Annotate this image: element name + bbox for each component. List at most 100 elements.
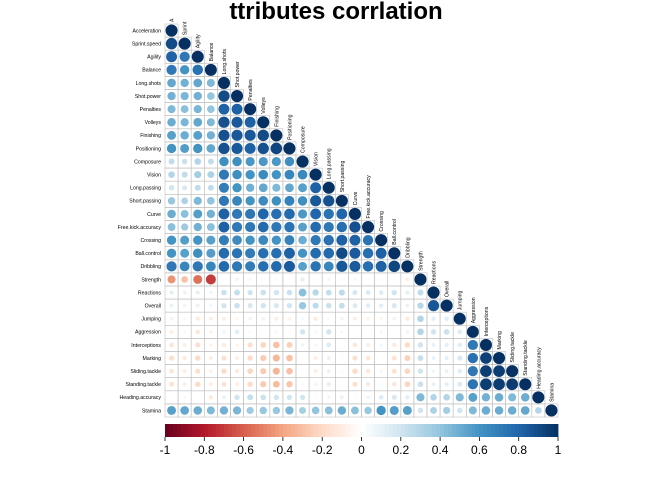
colorbar-segment bbox=[385, 424, 390, 437]
correlation-circle-Overall-Composure bbox=[298, 301, 307, 310]
correlation-circle-Dribbling-Long_shots bbox=[218, 261, 230, 272]
correlation-circle-Crossing-Acceleration bbox=[166, 235, 177, 245]
correlation-circle-Long_shots-Agility bbox=[193, 78, 203, 88]
correlation-circle-Overall-Free_kick_accuracy bbox=[365, 303, 371, 308]
correlation-circle-Stamina-Sprint_speed bbox=[180, 406, 189, 415]
correlation-circle-Reactions-Strength bbox=[417, 289, 424, 296]
correlation-circle-Overall-Shot_power bbox=[234, 302, 240, 309]
correlation-circle-Positioning-Shot_power bbox=[231, 142, 243, 155]
correlation-circle-Volleys-Long_shots bbox=[218, 116, 230, 128]
correlation-circle-Interceptions-Strength bbox=[417, 342, 424, 348]
correlation-circle-Positioning-Positioning bbox=[283, 142, 296, 155]
correlation-circle-Heading_accuracy-Long_passing bbox=[327, 395, 331, 400]
correlation-circle-Reactions-Dribbling bbox=[405, 290, 410, 295]
correlation-circle-Strength-Vision bbox=[314, 278, 317, 281]
correlation-circle-Stamina-Positioning bbox=[285, 406, 294, 415]
colorbar-segment bbox=[534, 424, 539, 437]
correlation-circle-Marking-Aggression bbox=[467, 352, 479, 364]
correlation-circle-Interceptions-Free_kick_accuracy bbox=[366, 343, 370, 347]
correlation-circle-Interceptions-Balance bbox=[209, 343, 213, 347]
colorbar-segment bbox=[444, 424, 449, 437]
correlation-circle-Balance-Agility bbox=[192, 64, 203, 76]
correlation-circle-Reactions-Ball_control bbox=[391, 289, 397, 296]
correlation-circle-Heading_accuracy-Curve bbox=[353, 396, 357, 399]
correlation-circle-Jumping-Ball_control bbox=[392, 317, 396, 321]
correlation-circle-Jumping-Shot_power bbox=[235, 317, 239, 321]
correlation-circle-Positioning-Acceleration bbox=[166, 143, 177, 154]
colorbar-segment bbox=[314, 424, 319, 437]
colorbar-tick-label: -0.8 bbox=[194, 443, 215, 457]
correlation-circle-Interceptions-Ball_control bbox=[392, 342, 397, 348]
correlation-circle-Jumping-Long_shots bbox=[222, 316, 226, 321]
correlation-circle-Interceptions-Short_passing bbox=[341, 344, 343, 346]
colorbar-segment bbox=[495, 424, 500, 437]
correlation-circle-Reactions-Penalties bbox=[247, 289, 253, 296]
correlation-circle-Aggression-Aggression bbox=[466, 325, 479, 338]
colorbar-segment bbox=[514, 424, 520, 437]
correlation-circle-Strength-Ball_control bbox=[394, 279, 395, 280]
correlation-circle-Aggression-Composure bbox=[299, 329, 306, 335]
colorbar-tick-label: 0.2 bbox=[392, 443, 409, 457]
colorbar-tick-label: -1 bbox=[160, 443, 171, 457]
colorbar-segment bbox=[353, 424, 358, 437]
correlation-circle-Heading_accuracy-Volleys bbox=[260, 394, 267, 401]
correlation-circle-Sliding_tackle-Crossing bbox=[379, 369, 383, 373]
correlation-circle-Standing_tackle-Dribbling bbox=[404, 381, 411, 388]
correlation-circle-Stamina-Composure bbox=[299, 406, 307, 414]
correlation-circle-Free_kick_accuracy-Penalties bbox=[245, 221, 256, 233]
correlation-circle-Marking-Penalties bbox=[247, 355, 253, 361]
correlation-circle-Reactions-Volleys bbox=[260, 289, 267, 296]
column-label-1: Sprint bbox=[183, 21, 189, 35]
correlation-circle-Stamina-Finishing bbox=[272, 406, 281, 415]
correlation-circle-Stamina-Dribbling bbox=[402, 405, 412, 415]
colorbar: -1 -0.8 -0.6 -0.4 -0.2 0 0.2 0.4 0.6 0.8 1 bbox=[160, 424, 562, 457]
colorbar-segment bbox=[200, 424, 205, 437]
correlation-circle-Marking-Balance bbox=[208, 356, 213, 360]
correlation-circle-Ball_control-Curve bbox=[349, 247, 361, 259]
column-label-21: Overall bbox=[445, 281, 451, 297]
colorbar-segment bbox=[522, 424, 527, 437]
colorbar-segment bbox=[192, 424, 197, 437]
correlation-circle-Aggression-Positioning bbox=[288, 330, 291, 334]
correlation-circle-Strength-Crossing bbox=[379, 278, 383, 281]
correlation-circle-Aggression-Long_passing bbox=[326, 329, 332, 335]
correlation-circle-Balance-Sprint_speed bbox=[179, 65, 190, 75]
correlation-circle-Sliding_tackle-Agility bbox=[195, 368, 201, 374]
colorbar-segment bbox=[188, 424, 193, 437]
correlation-circle-Jumping-Finishing bbox=[274, 316, 279, 321]
correlation-circle-Reactions-Balance bbox=[209, 290, 213, 295]
correlation-circle-Stamina-Agility bbox=[193, 406, 203, 415]
colorbar-segment bbox=[212, 424, 217, 437]
correlation-circle-Curve-Sprint_speed bbox=[180, 210, 189, 218]
correlation-circle-Overall-Reactions bbox=[427, 300, 440, 312]
colorbar-segment bbox=[223, 424, 229, 437]
correlation-circle-Stamina-Short_passing bbox=[337, 406, 347, 415]
column-label-6: Penalties bbox=[248, 79, 254, 101]
correlation-circle-Jumping-Penalties bbox=[248, 317, 252, 321]
row-label-11: Vision bbox=[147, 172, 161, 178]
correlation-circle-Standing_tackle-Long_passing bbox=[326, 382, 331, 387]
correlation-circle-Curve-Shot_power bbox=[231, 208, 243, 220]
correlation-circle-Free_kick_accuracy-Free_kick_accuracy bbox=[362, 221, 375, 234]
row-label-17: Ball.control bbox=[135, 251, 161, 257]
correlation-circle-Balance-Acceleration bbox=[166, 64, 177, 75]
colorbar-segment bbox=[369, 424, 374, 437]
correlation-circle-Composure-Positioning bbox=[284, 156, 295, 167]
colorbar-segment bbox=[208, 424, 213, 437]
correlation-circle-Composure-Shot_power bbox=[232, 156, 242, 167]
correlation-circle-Shot_power-Balance bbox=[207, 92, 215, 100]
correlation-circle-Curve-Balance bbox=[206, 209, 216, 219]
colorbar-segment bbox=[259, 424, 264, 437]
chart-title: ttributes corrlation bbox=[229, 0, 442, 25]
correlation-circle-Penalties-Balance bbox=[207, 105, 215, 113]
colorbar-segment bbox=[428, 424, 433, 437]
correlation-circle-Marking-Overall bbox=[444, 355, 449, 361]
correlation-circle-Acceleration-Acceleration bbox=[165, 24, 178, 37]
correlation-circle-Short_passing-Balance bbox=[207, 197, 215, 205]
correlation-circle-Marking-Short_passing bbox=[340, 356, 344, 360]
correlation-circle-Strength-Sprint_speed bbox=[181, 276, 188, 283]
correlation-circle-Strength-Acceleration bbox=[167, 275, 176, 284]
correlation-circle-Dribbling-Shot_power bbox=[231, 261, 243, 272]
colorbar-segment bbox=[475, 424, 480, 437]
correlation-circle-Stamina-Penalties bbox=[246, 406, 254, 415]
